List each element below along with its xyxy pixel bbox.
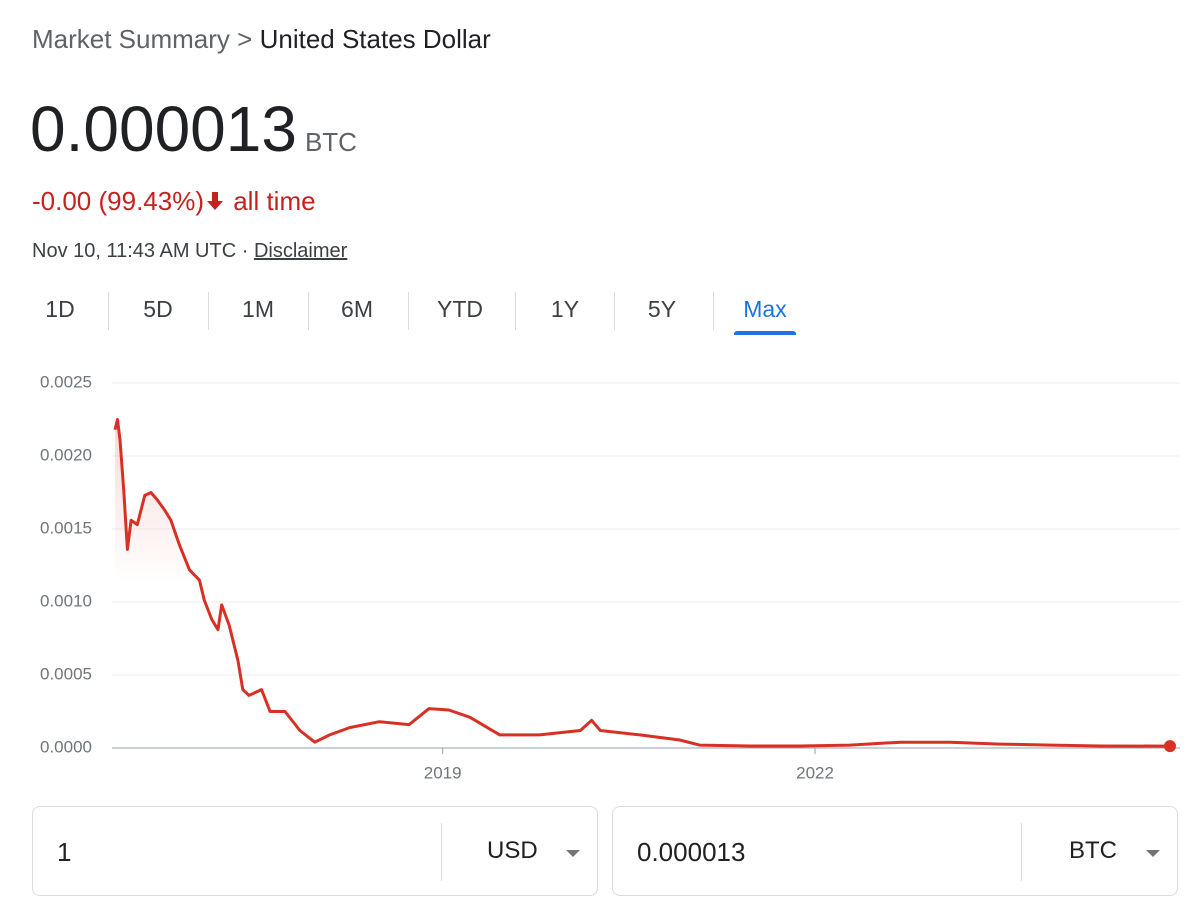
currency-select[interactable]: USD (487, 837, 538, 864)
tab-separator (308, 292, 309, 330)
range-tab[interactable]: Max (743, 296, 787, 322)
y-tick-label: 0.0025 (40, 372, 92, 391)
breadcrumb-separator: > (237, 24, 253, 54)
line (113, 418, 1171, 748)
chart: 0.0000 0.0005 0.0010 0.0015 0.0020 0.0025 2019… (40, 372, 1180, 782)
separator: · (241, 240, 249, 262)
range-tab[interactable]: 5D (143, 296, 173, 322)
x-tick-label: 2019 (424, 763, 462, 782)
y-tick-label: 0.0005 (40, 664, 92, 683)
timestamp-text: Nov 10, 11:43 AM UTC (32, 240, 237, 262)
breadcrumb-current: United States Dollar (259, 24, 491, 54)
range-tab[interactable]: 1Y (550, 296, 580, 322)
range-tab[interactable]: 1M (242, 296, 274, 322)
tab-separator (408, 292, 409, 330)
divider (441, 823, 442, 881)
range-tab[interactable]: 5Y (647, 296, 677, 322)
price-unit: BTC (304, 127, 357, 157)
tab-separator (208, 292, 209, 330)
dropdown-arrow (1146, 850, 1160, 857)
range-tab[interactable]: YTD (437, 296, 483, 322)
down-arrow (206, 192, 223, 210)
currency-select[interactable]: BTC (1069, 837, 1117, 864)
amount-input[interactable]: 0.000013 (637, 837, 746, 867)
x-tick-label: 2022 (796, 763, 834, 782)
tab-separator (713, 292, 714, 330)
amount-input[interactable]: 1 (57, 837, 72, 867)
tab-underline (734, 331, 796, 335)
disclaimer-link[interactable]: Disclaimer (253, 240, 348, 262)
price: 0.000013 BTC (30, 92, 357, 166)
dropdown-arrow (566, 850, 580, 857)
y-tick-label: 0.0020 (40, 445, 92, 464)
tab-separator (108, 292, 109, 330)
end-point (1164, 740, 1176, 753)
range-tab[interactable]: 6M (341, 296, 373, 322)
breadcrumb-link[interactable]: Market Summary (32, 24, 230, 54)
area (115, 419, 1170, 748)
y-tick-label: 0.0010 (40, 591, 92, 610)
timestamp: Nov 10, 11:43 AM UTC · Disclaimer (32, 240, 347, 263)
y-tick-label: 0.0000 (40, 737, 92, 756)
divider (1021, 823, 1022, 881)
converter-to[interactable]: 0.000013 BTC (612, 806, 1178, 896)
breadcrumb: Market Summary > United States Dollar (32, 24, 491, 55)
tab-separator (515, 292, 516, 330)
price-value: 0.000013 (30, 93, 297, 165)
change-text: -0.00 (99.43%) (32, 186, 204, 216)
change-period: all time (233, 186, 316, 216)
change: -0.00 (99.43%) all time (32, 186, 316, 217)
y-tick-label: 0.0015 (40, 518, 92, 537)
tab-separator (614, 292, 615, 330)
range-tab[interactable]: 1D (45, 296, 75, 322)
converter-from[interactable]: 1 USD (32, 806, 598, 896)
